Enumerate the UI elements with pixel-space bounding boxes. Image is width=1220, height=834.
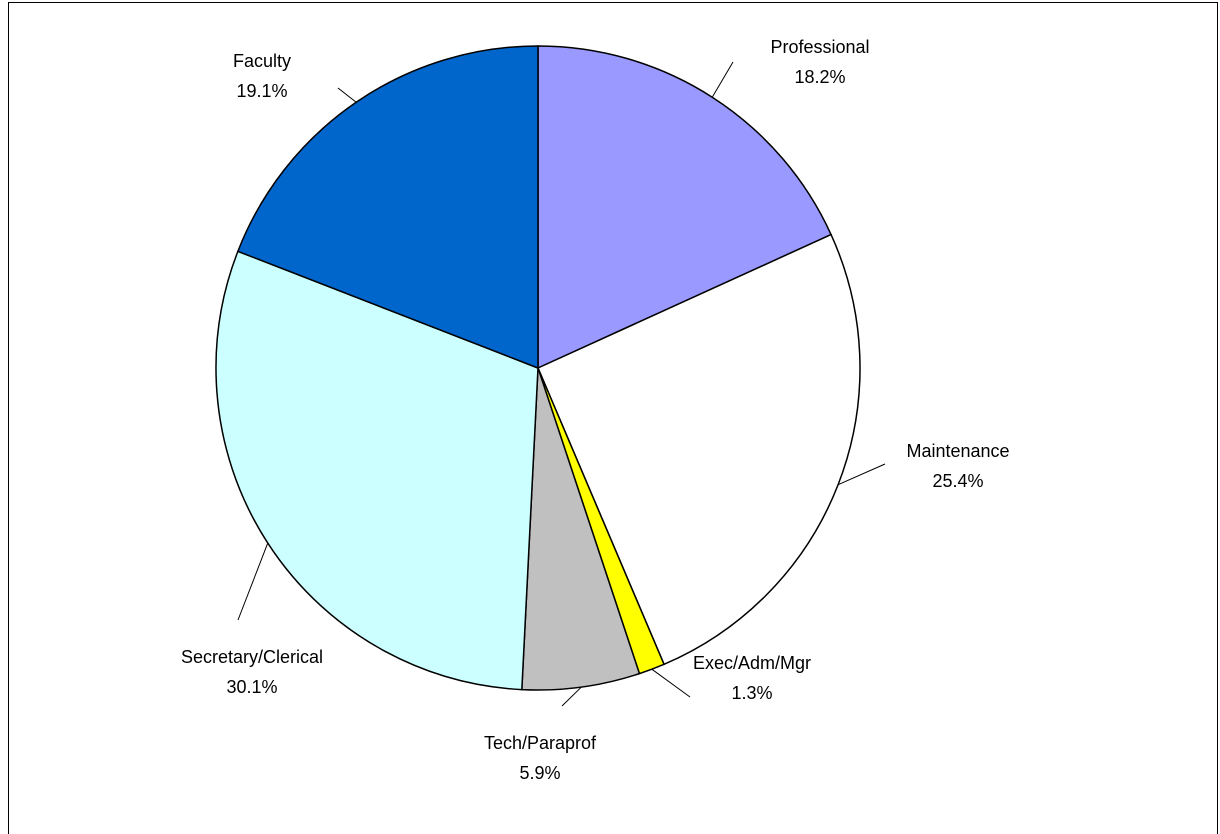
- leader-line: [561, 686, 582, 707]
- leader-line: [711, 61, 734, 98]
- slice-label: Tech/Paraprof: [484, 733, 597, 753]
- slice-label: Faculty: [233, 51, 291, 71]
- pie-slice: [537, 45, 833, 370]
- leader-line: [651, 668, 691, 698]
- slice-value-label: 19.1%: [236, 81, 287, 101]
- leader-line: [337, 87, 357, 103]
- slice-value-label: 25.4%: [932, 471, 983, 491]
- slice-value-label: 30.1%: [226, 677, 277, 697]
- slice-label: Secretary/Clerical: [181, 647, 323, 667]
- leader-line: [237, 542, 269, 621]
- slice-value-label: 1.3%: [731, 683, 772, 703]
- slice-value-label: 5.9%: [519, 763, 560, 783]
- pie-slice: [215, 250, 539, 691]
- slice-label: Maintenance: [906, 441, 1009, 461]
- slice-label: Exec/Adm/Mgr: [693, 653, 811, 673]
- slice-label: Professional: [770, 37, 869, 57]
- slice-value-label: 18.2%: [794, 67, 845, 87]
- leader-line: [837, 463, 886, 486]
